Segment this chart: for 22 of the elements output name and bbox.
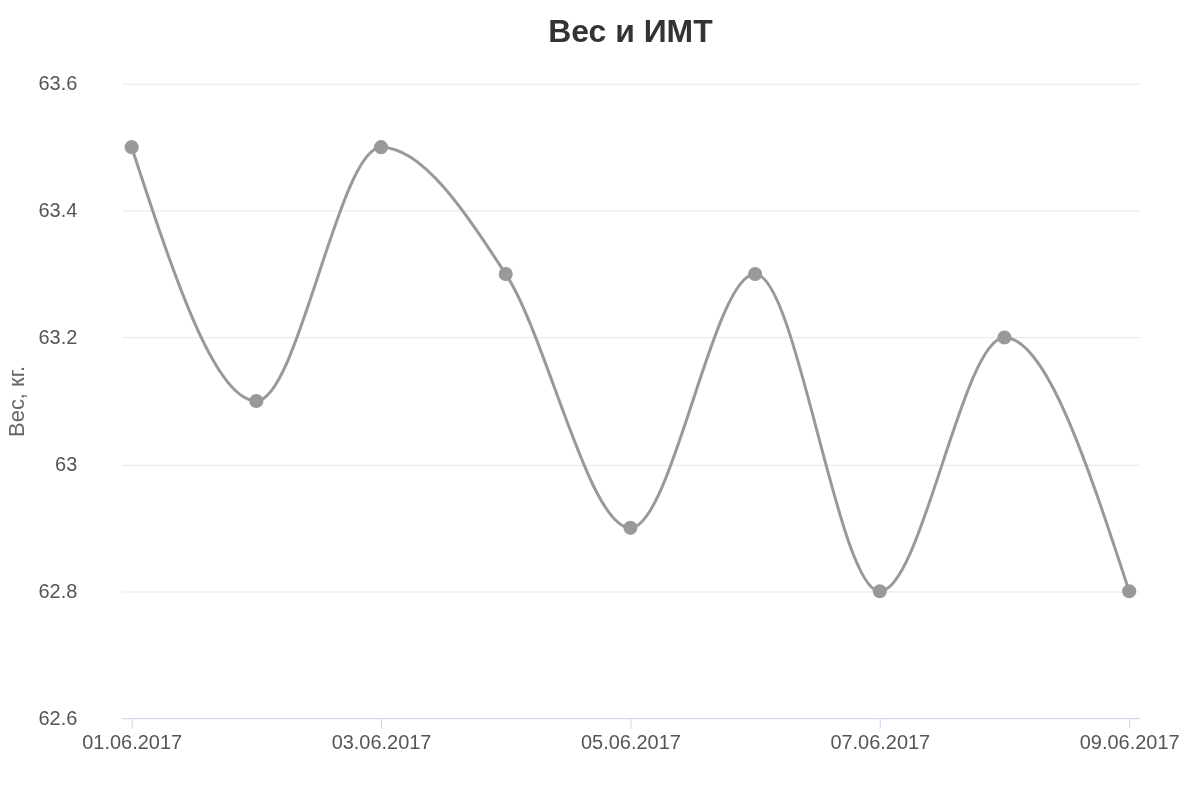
point [748,267,763,282]
y-tick-label: 62.6 [38,706,78,729]
y-tick-label: 62.8 [38,579,78,602]
point [124,140,139,155]
y-axis-title: Вес, кг. [3,365,29,437]
point [249,393,264,408]
x-tick-label: 01.06.2017 [82,730,183,753]
point [623,520,638,535]
x-tick-label: 07.06.2017 [830,730,931,753]
y-tick-label: 63.6 [38,72,78,95]
chart-title: Вес и ИМТ [548,12,714,49]
point [373,140,389,155]
x-tick-label: 03.06.2017 [331,730,432,753]
point [997,330,1012,345]
y-tick-label: 63.4 [38,199,78,222]
y-tick-label: 63 [55,452,78,475]
x-tick-label: 05.06.2017 [581,730,681,753]
x-tick-label: 09.06.2017 [1079,730,1180,753]
point [1122,584,1137,599]
point [498,267,513,282]
y-tick-label: 63.2 [38,325,78,348]
point [872,584,887,599]
